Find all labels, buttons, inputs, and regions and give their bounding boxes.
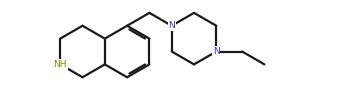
Text: NH: NH [53, 60, 67, 69]
Text: N: N [168, 21, 175, 30]
Text: N: N [213, 47, 220, 56]
